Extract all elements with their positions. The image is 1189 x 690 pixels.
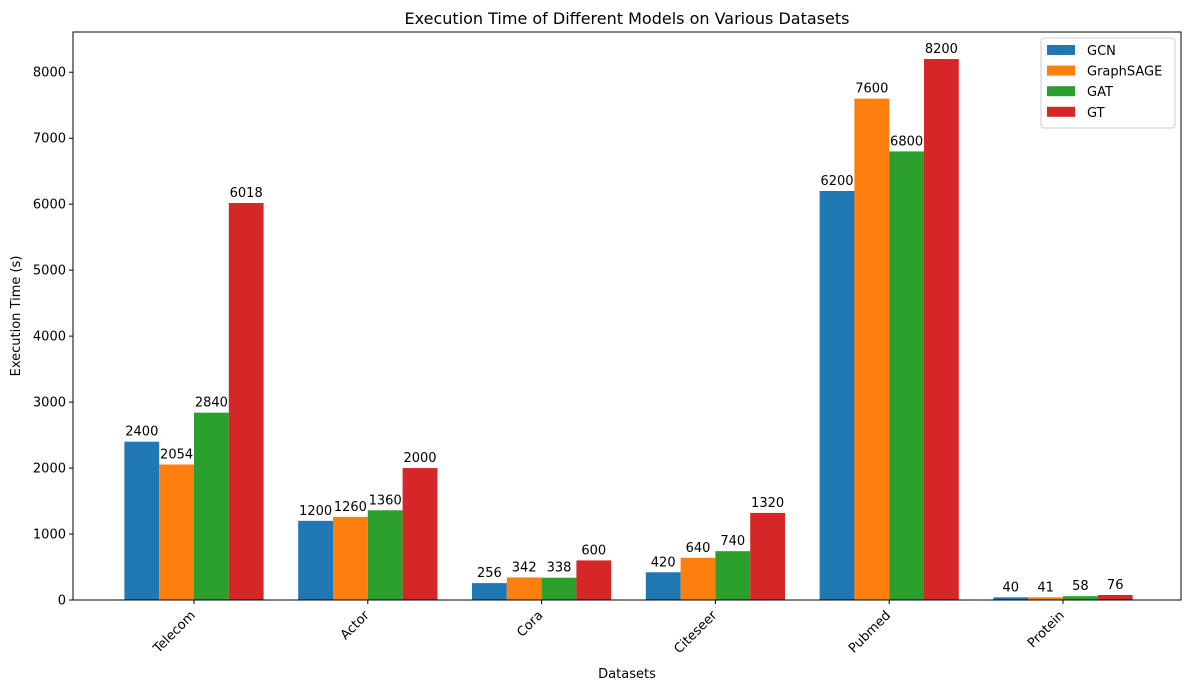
bar-gt-pubmed	[924, 59, 959, 601]
bar-gt-actor	[402, 468, 438, 600]
bar-gt-cora	[576, 560, 612, 600]
bar-graphsage-pubmed	[854, 98, 890, 600]
data-label: 2400	[125, 425, 158, 440]
plot-frame	[72, 31, 1182, 601]
data-label: 6800	[890, 134, 923, 149]
data-label: 640	[686, 541, 711, 556]
legend-box	[1040, 37, 1176, 129]
legend-swatch	[1047, 86, 1075, 97]
x-tick-label: Citeseer	[672, 608, 721, 657]
data-label: 7600	[855, 82, 888, 97]
bar-gcn-pubmed	[819, 190, 855, 600]
bar-graphsage-cora	[506, 577, 542, 600]
data-label: 2054	[160, 447, 193, 462]
bar-gcn-citeseer	[645, 572, 681, 600]
data-label: 342	[512, 560, 537, 575]
data-label: 8200	[925, 42, 958, 57]
y-tick-label: 4000	[33, 330, 66, 345]
x-tick-label: Actor	[338, 608, 373, 643]
data-label: 41	[1037, 580, 1054, 595]
bar-gat-actor	[367, 510, 403, 600]
bar-gcn-cora	[472, 583, 507, 600]
data-label: 1200	[299, 504, 332, 519]
legend-swatch	[1047, 45, 1075, 55]
bar-gcn-telecom	[124, 441, 160, 600]
x-tick-label: Pubmed	[846, 608, 894, 656]
bar-gt-citeseer	[750, 512, 785, 600]
x-tick-label: Protein	[1025, 608, 1068, 651]
bars-group	[124, 59, 1133, 601]
data-label: 1360	[369, 493, 402, 508]
data-label: 1260	[334, 500, 367, 515]
data-label: 338	[547, 561, 572, 576]
y-tick-label: 0	[58, 594, 66, 609]
y-tick-label: 1000	[33, 528, 66, 543]
bar-graphsage-telecom	[159, 464, 194, 600]
x-tick-label: Telecom	[150, 608, 199, 657]
x-axis-label: Datasets	[598, 667, 656, 682]
y-tick-label: 5000	[33, 264, 66, 279]
bar-graphsage-protein	[1028, 597, 1063, 600]
bar-gcn-protein	[993, 597, 1029, 600]
legend-label: GraphSAGE	[1087, 65, 1162, 80]
y-axis-label: Execution Time (s)	[9, 256, 24, 377]
y-tick-label: 3000	[33, 396, 66, 411]
bar-graphsage-actor	[333, 516, 368, 600]
bar-gt-protein	[1097, 594, 1133, 600]
data-label: 740	[720, 534, 745, 549]
data-label: 2000	[403, 451, 436, 466]
data-label: 58	[1072, 579, 1089, 594]
bar-gat-protein	[1063, 596, 1098, 600]
legend-swatch	[1047, 106, 1075, 117]
chart-title: Execution Time of Different Models on Va…	[405, 9, 850, 28]
bar-gat-telecom	[194, 412, 229, 600]
bar-gat-pubmed	[889, 151, 924, 601]
legend-label: GCN	[1087, 44, 1116, 59]
data-label: 6200	[820, 174, 853, 189]
y-axis: 0 1000 2000 3000 4000 5000 6000 7000 8000	[33, 66, 73, 609]
y-tick-label: 6000	[33, 198, 66, 213]
bar-gat-citeseer	[715, 551, 751, 600]
legend-label: GT	[1087, 106, 1105, 121]
data-label: 256	[477, 566, 502, 581]
x-axis: Telecom Actor Cora Citeseer Pubmed Protein	[150, 600, 1068, 657]
data-label: 6018	[230, 186, 263, 201]
data-label: 2840	[195, 396, 228, 411]
y-tick-label: 7000	[33, 132, 66, 147]
bar-gcn-actor	[298, 520, 333, 600]
legend: GCN GraphSAGE GAT GT	[1040, 37, 1176, 129]
data-label: 40	[1003, 580, 1020, 595]
x-tick-label: Cora	[514, 608, 546, 640]
y-tick-label: 8000	[33, 66, 66, 81]
data-label: 76	[1107, 578, 1124, 593]
legend-swatch	[1047, 65, 1075, 76]
y-tick-label: 2000	[33, 462, 66, 477]
data-label: 1320	[751, 496, 784, 511]
data-label: 600	[581, 543, 606, 558]
bar-graphsage-citeseer	[680, 557, 716, 600]
data-label: 420	[651, 555, 676, 570]
bar-gt-telecom	[228, 202, 264, 601]
bar-gat-cora	[541, 577, 577, 600]
legend-label: GAT	[1087, 85, 1113, 100]
